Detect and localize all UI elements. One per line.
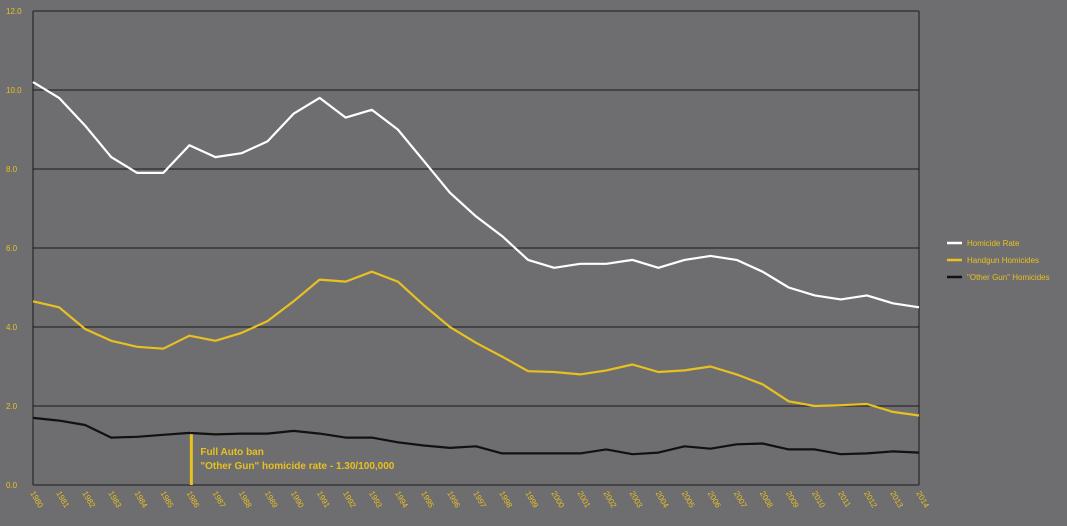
- x-tick-label: 2008: [758, 490, 775, 510]
- x-tick-label: 2011: [836, 490, 853, 510]
- annotation-text: "Other Gun" homicide rate - 1.30/100,000: [200, 461, 394, 472]
- grid-layer: [33, 10, 919, 486]
- x-tick-label: 1990: [289, 490, 306, 510]
- x-tick-label: 2014: [914, 490, 931, 510]
- x-tick-label: 2003: [628, 490, 645, 510]
- x-tick-label: 1981: [54, 490, 71, 510]
- series-line-0: [32, 81, 920, 309]
- x-tick-label: 1995: [419, 490, 436, 510]
- x-tick-label: 2013: [888, 490, 905, 510]
- x-tick-label: 1988: [237, 490, 254, 510]
- x-tick-label: 2000: [549, 490, 566, 510]
- x-tick-label: 2002: [602, 490, 619, 510]
- series-layer: [32, 81, 920, 456]
- x-tick-label: 2012: [862, 490, 879, 510]
- legend-layer: Homicide Rate Handgun Homicides "Other Gun…: [947, 239, 1050, 282]
- x-tick-label: 1982: [80, 490, 97, 510]
- series-line-1: [32, 270, 920, 417]
- x-tick-label: 1997: [471, 490, 488, 510]
- x-tick-label: 1980: [28, 490, 45, 510]
- x-tick-label: 1983: [106, 490, 123, 510]
- x-tick-label: 1992: [341, 490, 358, 510]
- x-tick-label: 1987: [211, 490, 228, 510]
- annotation-layer: Full Auto ban "Other Gun" homicide rate -…: [189, 431, 395, 485]
- x-tick-label: 1999: [523, 490, 540, 510]
- x-tick-label: 2010: [810, 490, 827, 510]
- y-tick-label: 0.0: [6, 481, 18, 490]
- y-tick-label: 2.0: [6, 402, 18, 411]
- series-line-2: [32, 416, 920, 456]
- x-tick-label: 1998: [497, 490, 514, 510]
- x-tick-label: 2004: [654, 490, 671, 510]
- x-tick-label: 2006: [706, 490, 723, 510]
- legend-label: "Other Gun" Homicides: [967, 273, 1050, 282]
- x-tick-label: 2005: [680, 490, 697, 510]
- axis-layer: 0.0 2.0 4.0 6.0 8.0 10.0 12.0 1980 1981 1982 1983 1…: [6, 7, 931, 510]
- x-tick-label: 1996: [445, 490, 462, 510]
- legend-label: Handgun Homicides: [967, 256, 1039, 265]
- annotation-text: Full Auto ban: [200, 447, 264, 458]
- x-tick-label: 2001: [576, 490, 593, 510]
- x-tick-label: 1985: [159, 490, 176, 510]
- y-tick-label: 12.0: [6, 7, 22, 16]
- y-tick-label: 6.0: [6, 244, 18, 253]
- x-tick-label: 1994: [393, 490, 410, 510]
- y-tick-label: 10.0: [6, 86, 22, 95]
- y-tick-label: 4.0: [6, 323, 18, 332]
- x-tick-label: 1984: [133, 490, 150, 510]
- x-tick-label: 2009: [784, 490, 801, 510]
- x-tick-label: 1989: [263, 490, 280, 510]
- legend-label: Homicide Rate: [967, 239, 1020, 248]
- x-tick-label: 1991: [315, 490, 332, 510]
- x-tick-label: 1993: [367, 490, 384, 510]
- x-tick-label: 2007: [732, 490, 749, 510]
- y-tick-label: 8.0: [6, 165, 18, 174]
- x-tick-label: 1986: [185, 490, 202, 510]
